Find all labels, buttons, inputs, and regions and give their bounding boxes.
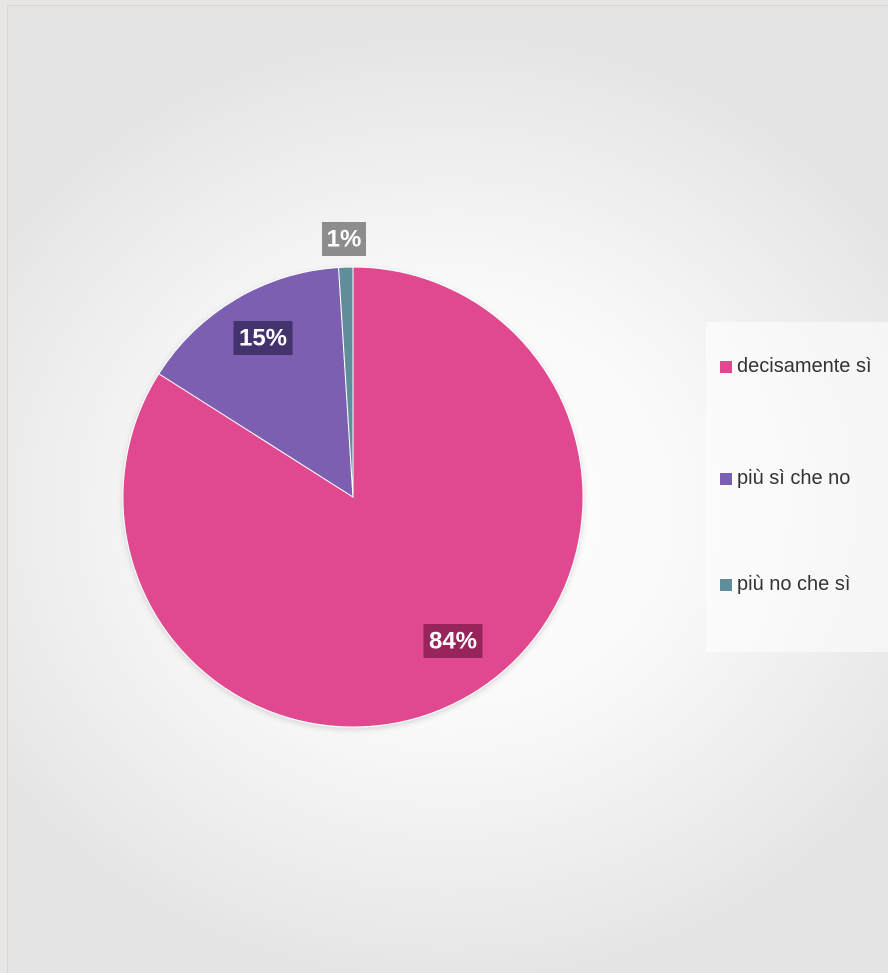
legend-item-piu-no-che-si: più no che sì (720, 572, 888, 596)
legend-swatch (720, 579, 732, 591)
legend-label: più no che sì (737, 573, 851, 595)
data-label-text: 84% (429, 628, 477, 655)
data-label-box (322, 222, 366, 256)
pie-slice-piu-no-che-si (338, 266, 354, 498)
data-label-text: 15% (239, 325, 287, 352)
data-label-box (233, 321, 293, 355)
legend-item-decisamente-si: decisamente sì (720, 354, 888, 378)
pie-slice-piu-si-che-no (158, 266, 354, 498)
legend-swatch (720, 473, 732, 485)
legend-item-piu-si-che-no: più sì che no (720, 466, 888, 490)
legend-label: decisamente sì (737, 355, 872, 377)
legend-label: più sì che no (737, 467, 851, 489)
data-label-piu-si-che-no: 15% (233, 321, 293, 355)
legend-swatch (720, 361, 732, 373)
data-label-piu-no-che-si: 1% (322, 222, 366, 256)
data-label-text: 1% (327, 226, 362, 253)
data-label-decisamente-si: 84% (423, 624, 483, 658)
chart-legend: decisamente sì più sì che no più no che … (706, 322, 888, 652)
data-label-box (423, 624, 483, 658)
